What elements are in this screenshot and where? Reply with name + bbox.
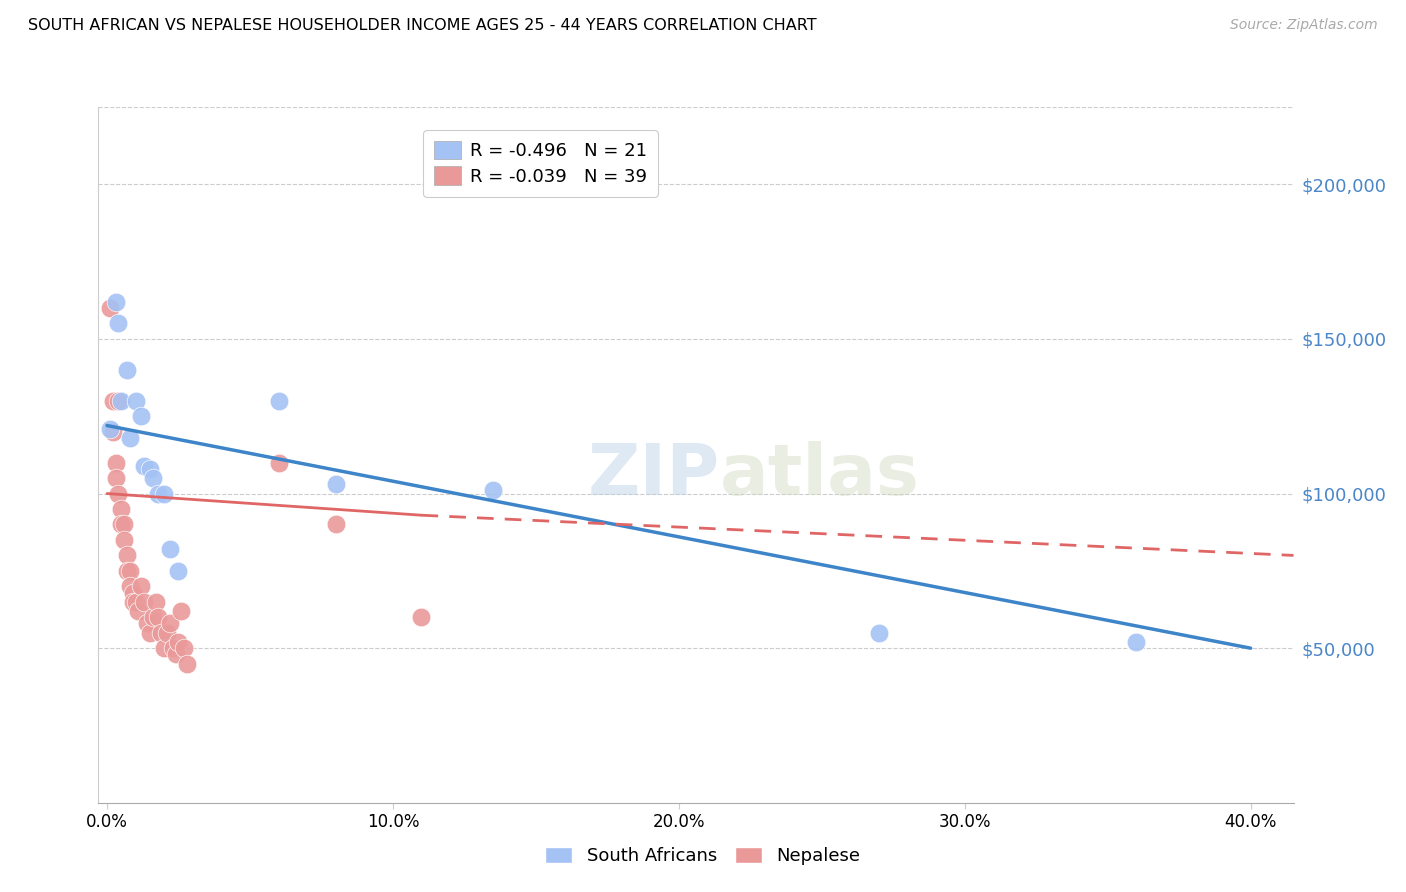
Point [868,625,890,640]
Point [118,579,141,593]
Point [131,409,153,424]
Point [115,549,138,563]
Point [110,393,132,408]
Point [104,456,127,470]
Point [112,517,135,532]
Point [325,517,347,532]
Point [159,616,181,631]
Point [110,502,132,516]
Point [101,425,124,439]
Point [167,564,190,578]
Point [134,458,156,473]
Text: Source: ZipAtlas.com: Source: ZipAtlas.com [1230,18,1378,32]
Point [159,542,181,557]
Point [121,585,143,599]
Point [1125,635,1147,649]
Point [115,564,138,578]
Point [170,604,193,618]
Point [121,595,143,609]
Text: SOUTH AFRICAN VS NEPALESE HOUSEHOLDER INCOME AGES 25 - 44 YEARS CORRELATION CHAR: SOUTH AFRICAN VS NEPALESE HOUSEHOLDER IN… [28,18,817,33]
Point [482,483,505,498]
Point [104,471,127,485]
Point [118,564,141,578]
Point [110,517,132,532]
Point [107,317,129,331]
Legend: South Africans, Nepalese: South Africans, Nepalese [536,838,870,874]
Point [411,610,433,624]
Point [142,610,165,624]
Point [153,486,176,500]
Point [176,657,198,671]
Point [162,641,184,656]
Text: atlas: atlas [720,442,920,510]
Point [139,625,162,640]
Point [98,422,121,436]
Point [173,641,195,656]
Point [267,393,290,408]
Point [118,431,141,445]
Legend: R = -0.496   N = 21, R = -0.039   N = 39: R = -0.496 N = 21, R = -0.039 N = 39 [423,130,658,196]
Point [124,393,146,408]
Point [325,477,347,491]
Point [134,595,156,609]
Point [136,616,159,631]
Point [101,393,124,408]
Text: ZIP: ZIP [588,442,720,510]
Point [107,486,129,500]
Point [107,393,129,408]
Point [165,648,187,662]
Point [153,641,176,656]
Point [142,471,165,485]
Point [267,456,290,470]
Point [167,635,190,649]
Point [124,595,146,609]
Point [156,625,179,640]
Point [145,595,167,609]
Point [112,533,135,547]
Point [131,579,153,593]
Point [150,625,173,640]
Point [104,294,127,309]
Point [148,486,170,500]
Point [127,604,149,618]
Point [148,610,170,624]
Point [115,363,138,377]
Point [139,462,162,476]
Point [98,301,121,315]
